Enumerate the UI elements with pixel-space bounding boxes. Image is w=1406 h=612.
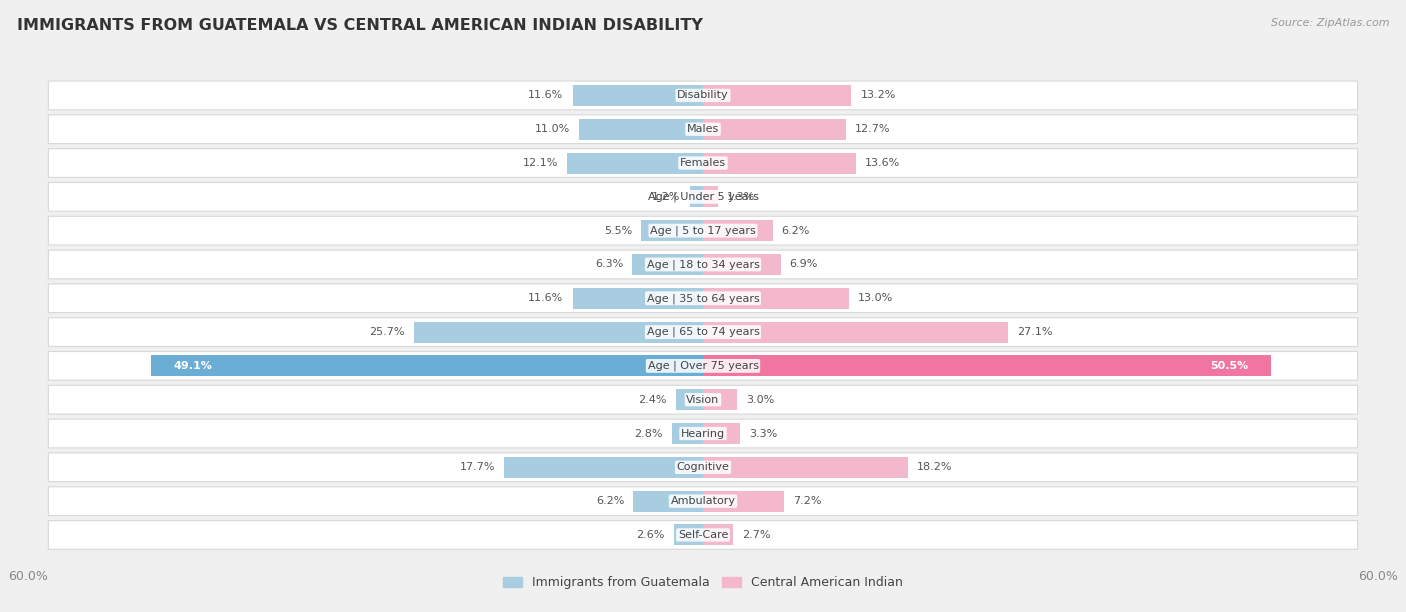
Text: Self-Care: Self-Care (678, 530, 728, 540)
FancyBboxPatch shape (48, 487, 1358, 515)
Bar (676, 389, 703, 410)
Text: 3.0%: 3.0% (745, 395, 773, 405)
Text: 13.6%: 13.6% (865, 158, 900, 168)
Bar (703, 119, 846, 140)
Bar (572, 85, 703, 106)
Text: 12.1%: 12.1% (523, 158, 558, 168)
Bar (703, 288, 849, 309)
Bar (703, 457, 908, 478)
FancyBboxPatch shape (48, 521, 1358, 550)
Text: 2.8%: 2.8% (634, 428, 662, 439)
FancyBboxPatch shape (48, 318, 1358, 346)
Text: Males: Males (688, 124, 718, 134)
Text: 49.1%: 49.1% (173, 361, 212, 371)
FancyBboxPatch shape (48, 351, 1358, 380)
Text: IMMIGRANTS FROM GUATEMALA VS CENTRAL AMERICAN INDIAN DISABILITY: IMMIGRANTS FROM GUATEMALA VS CENTRAL AME… (17, 18, 703, 34)
FancyBboxPatch shape (48, 284, 1358, 313)
FancyBboxPatch shape (48, 250, 1358, 279)
Text: 27.1%: 27.1% (1017, 327, 1052, 337)
Text: 6.2%: 6.2% (596, 496, 624, 506)
Bar (150, 356, 703, 376)
Text: 6.2%: 6.2% (782, 226, 810, 236)
Text: 2.4%: 2.4% (638, 395, 666, 405)
Bar (641, 220, 703, 241)
Text: 7.2%: 7.2% (793, 496, 821, 506)
Text: Age | 5 to 17 years: Age | 5 to 17 years (650, 225, 756, 236)
Text: 2.7%: 2.7% (742, 530, 770, 540)
Bar (703, 389, 737, 410)
Text: 17.7%: 17.7% (460, 462, 495, 472)
FancyBboxPatch shape (48, 182, 1358, 211)
FancyBboxPatch shape (48, 419, 1358, 448)
Text: Females: Females (681, 158, 725, 168)
Bar (567, 152, 703, 174)
Bar (703, 491, 785, 512)
Text: Disability: Disability (678, 91, 728, 100)
Bar (579, 119, 703, 140)
Bar (572, 288, 703, 309)
Bar (503, 457, 703, 478)
Text: 12.7%: 12.7% (855, 124, 890, 134)
Text: 13.2%: 13.2% (860, 91, 896, 100)
Text: 2.6%: 2.6% (637, 530, 665, 540)
Bar (703, 356, 1271, 376)
Text: Age | Under 5 years: Age | Under 5 years (648, 192, 758, 202)
Text: 1.2%: 1.2% (652, 192, 681, 202)
Bar (703, 524, 734, 545)
Text: 25.7%: 25.7% (370, 327, 405, 337)
Text: 1.3%: 1.3% (727, 192, 755, 202)
Bar (703, 152, 856, 174)
Text: 11.6%: 11.6% (529, 293, 564, 304)
Bar (703, 220, 773, 241)
Bar (703, 85, 852, 106)
FancyBboxPatch shape (48, 386, 1358, 414)
Text: Hearing: Hearing (681, 428, 725, 439)
Text: 13.0%: 13.0% (858, 293, 893, 304)
Text: 11.6%: 11.6% (529, 91, 564, 100)
Text: Source: ZipAtlas.com: Source: ZipAtlas.com (1271, 18, 1389, 28)
Text: 6.3%: 6.3% (595, 259, 623, 269)
FancyBboxPatch shape (48, 149, 1358, 177)
Text: 18.2%: 18.2% (917, 462, 952, 472)
Text: 3.3%: 3.3% (749, 428, 778, 439)
Text: Cognitive: Cognitive (676, 462, 730, 472)
Text: Age | 35 to 64 years: Age | 35 to 64 years (647, 293, 759, 304)
FancyBboxPatch shape (48, 81, 1358, 110)
Text: Vision: Vision (686, 395, 720, 405)
Bar (633, 254, 703, 275)
Bar (413, 321, 703, 343)
Text: Age | 18 to 34 years: Age | 18 to 34 years (647, 259, 759, 270)
Bar (703, 423, 740, 444)
Bar (672, 423, 703, 444)
Bar (633, 491, 703, 512)
FancyBboxPatch shape (48, 216, 1358, 245)
Bar (703, 187, 717, 207)
FancyBboxPatch shape (48, 115, 1358, 144)
Text: Age | Over 75 years: Age | Over 75 years (648, 360, 758, 371)
Text: 5.5%: 5.5% (605, 226, 633, 236)
Bar (703, 254, 780, 275)
Text: Age | 65 to 74 years: Age | 65 to 74 years (647, 327, 759, 337)
Bar (689, 187, 703, 207)
Bar (703, 321, 1008, 343)
Bar (673, 524, 703, 545)
FancyBboxPatch shape (48, 453, 1358, 482)
Text: 50.5%: 50.5% (1211, 361, 1249, 371)
Legend: Immigrants from Guatemala, Central American Indian: Immigrants from Guatemala, Central Ameri… (498, 571, 908, 594)
Text: 6.9%: 6.9% (790, 259, 818, 269)
Text: Ambulatory: Ambulatory (671, 496, 735, 506)
Text: 11.0%: 11.0% (536, 124, 571, 134)
